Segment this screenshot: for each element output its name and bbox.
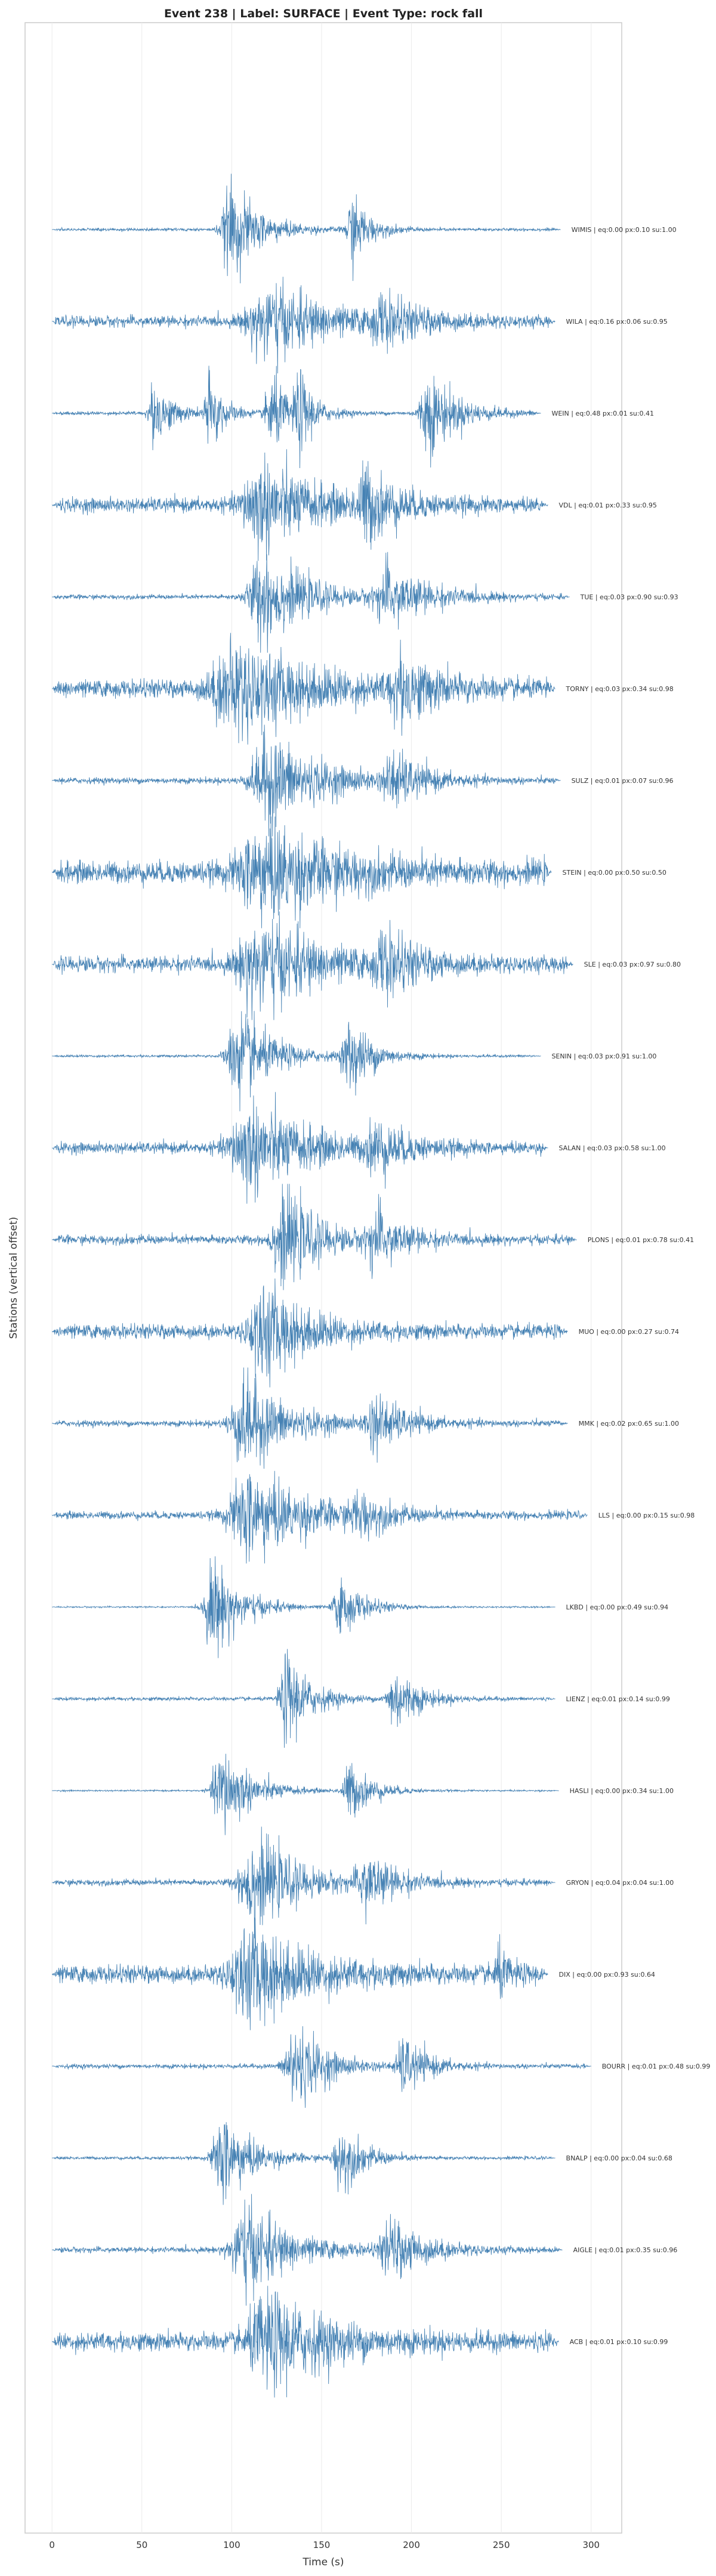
station-label: LIENZ | eq:0.01 px:0.14 su:0.99 — [566, 1695, 670, 1703]
station-label: BNALP | eq:0.00 px:0.04 su:0.68 — [566, 2154, 672, 2162]
chart-title: Event 238 | Label: SURFACE | Event Type:… — [164, 7, 483, 20]
station-label: GRYON | eq:0.04 px:0.04 su:1.00 — [566, 1879, 674, 1887]
station-label: LLS | eq:0.00 px:0.15 su:0.98 — [598, 1512, 695, 1519]
x-tick-label: 150 — [313, 2540, 331, 2550]
x-ticks: 0 50 100 150 200 250 300 — [49, 2540, 600, 2550]
station-label: WEIN | eq:0.48 px:0.01 su:0.41 — [551, 410, 654, 417]
x-tick-label: 50 — [136, 2540, 147, 2550]
station-label: TORNY | eq:0.03 px:0.34 su:0.98 — [566, 685, 674, 693]
station-labels: WIMIS | eq:0.00 px:0.10 su:1.00 WILA | eq… — [551, 226, 710, 2346]
station-label: SENIN | eq:0.03 px:0.91 su:1.00 — [551, 1052, 656, 1060]
trace-line — [52, 552, 570, 653]
trace-line — [51, 911, 573, 1020]
station-label: SALAN | eq:0.03 px:0.58 su:1.00 — [559, 1144, 666, 1152]
station-label: VDL | eq:0.01 px:0.33 su:0.95 — [559, 501, 657, 509]
trace-line — [52, 366, 541, 469]
x-tick-label: 250 — [493, 2540, 510, 2550]
trace-line — [52, 1918, 548, 2030]
trace-line — [52, 1556, 555, 1658]
x-axis-label: Time (s) — [302, 2556, 344, 2568]
trace-line — [52, 1011, 541, 1111]
station-label: PLONS | eq:0.01 px:0.78 su:0.41 — [588, 1236, 694, 1244]
station-label: MMK | eq:0.02 px:0.65 su:1.00 — [579, 1420, 679, 1428]
station-label: TUE | eq:0.03 px:0.90 su:0.93 — [580, 593, 678, 601]
x-tick-label: 100 — [223, 2540, 240, 2550]
traces — [51, 174, 591, 2398]
station-label: LKBD | eq:0.00 px:0.49 su:0.94 — [566, 1603, 669, 1611]
grid-lines — [51, 23, 592, 2533]
x-tick-label: 300 — [582, 2540, 600, 2550]
trace-line — [52, 1184, 577, 1290]
station-label: SULZ | eq:0.01 px:0.07 su:0.96 — [572, 777, 674, 785]
trace-line — [52, 2122, 555, 2205]
station-label: AIGLE | eq:0.01 px:0.35 su:0.96 — [573, 2246, 678, 2254]
trace-line — [52, 277, 555, 374]
trace-line — [52, 724, 561, 837]
trace-line — [52, 449, 548, 561]
trace-line — [52, 2026, 591, 2108]
x-tick-label: 0 — [49, 2540, 55, 2550]
station-label: DIX | eq:0.00 px:0.93 su:0.64 — [559, 1971, 655, 1979]
trace-line — [52, 2194, 563, 2306]
station-label: STEIN | eq:0.00 px:0.50 su:0.50 — [563, 869, 666, 877]
station-label: ACB | eq:0.01 px:0.10 su:0.99 — [570, 2338, 668, 2346]
plot-area — [24, 22, 622, 2534]
station-label: BOURR | eq:0.01 px:0.48 su:0.99 — [602, 2063, 711, 2070]
trace-line — [52, 1092, 548, 1204]
trace-line — [52, 1826, 555, 1939]
station-label: MUO | eq:0.00 px:0.27 su:0.74 — [579, 1328, 679, 1336]
station-label: WIMIS | eq:0.00 px:0.10 su:1.00 — [572, 226, 677, 234]
x-tick-label: 200 — [403, 2540, 420, 2550]
trace-line — [51, 1278, 568, 1388]
trace-line — [51, 816, 552, 928]
y-axis-label: Stations (vertical offset) — [8, 1217, 20, 1339]
trace-line — [52, 1649, 555, 1748]
station-label: WILA | eq:0.16 px:0.06 su:0.95 — [566, 318, 668, 326]
trace-line — [52, 2286, 559, 2398]
trace-line — [52, 1470, 588, 1563]
trace-line — [52, 633, 555, 745]
trace-line — [52, 174, 561, 284]
trace-line — [52, 1367, 568, 1469]
station-label: SLE | eq:0.03 px:0.97 su:0.80 — [584, 961, 681, 968]
trace-line — [52, 1754, 559, 1835]
station-label: HASLI | eq:0.00 px:0.34 su:1.00 — [570, 1787, 674, 1795]
